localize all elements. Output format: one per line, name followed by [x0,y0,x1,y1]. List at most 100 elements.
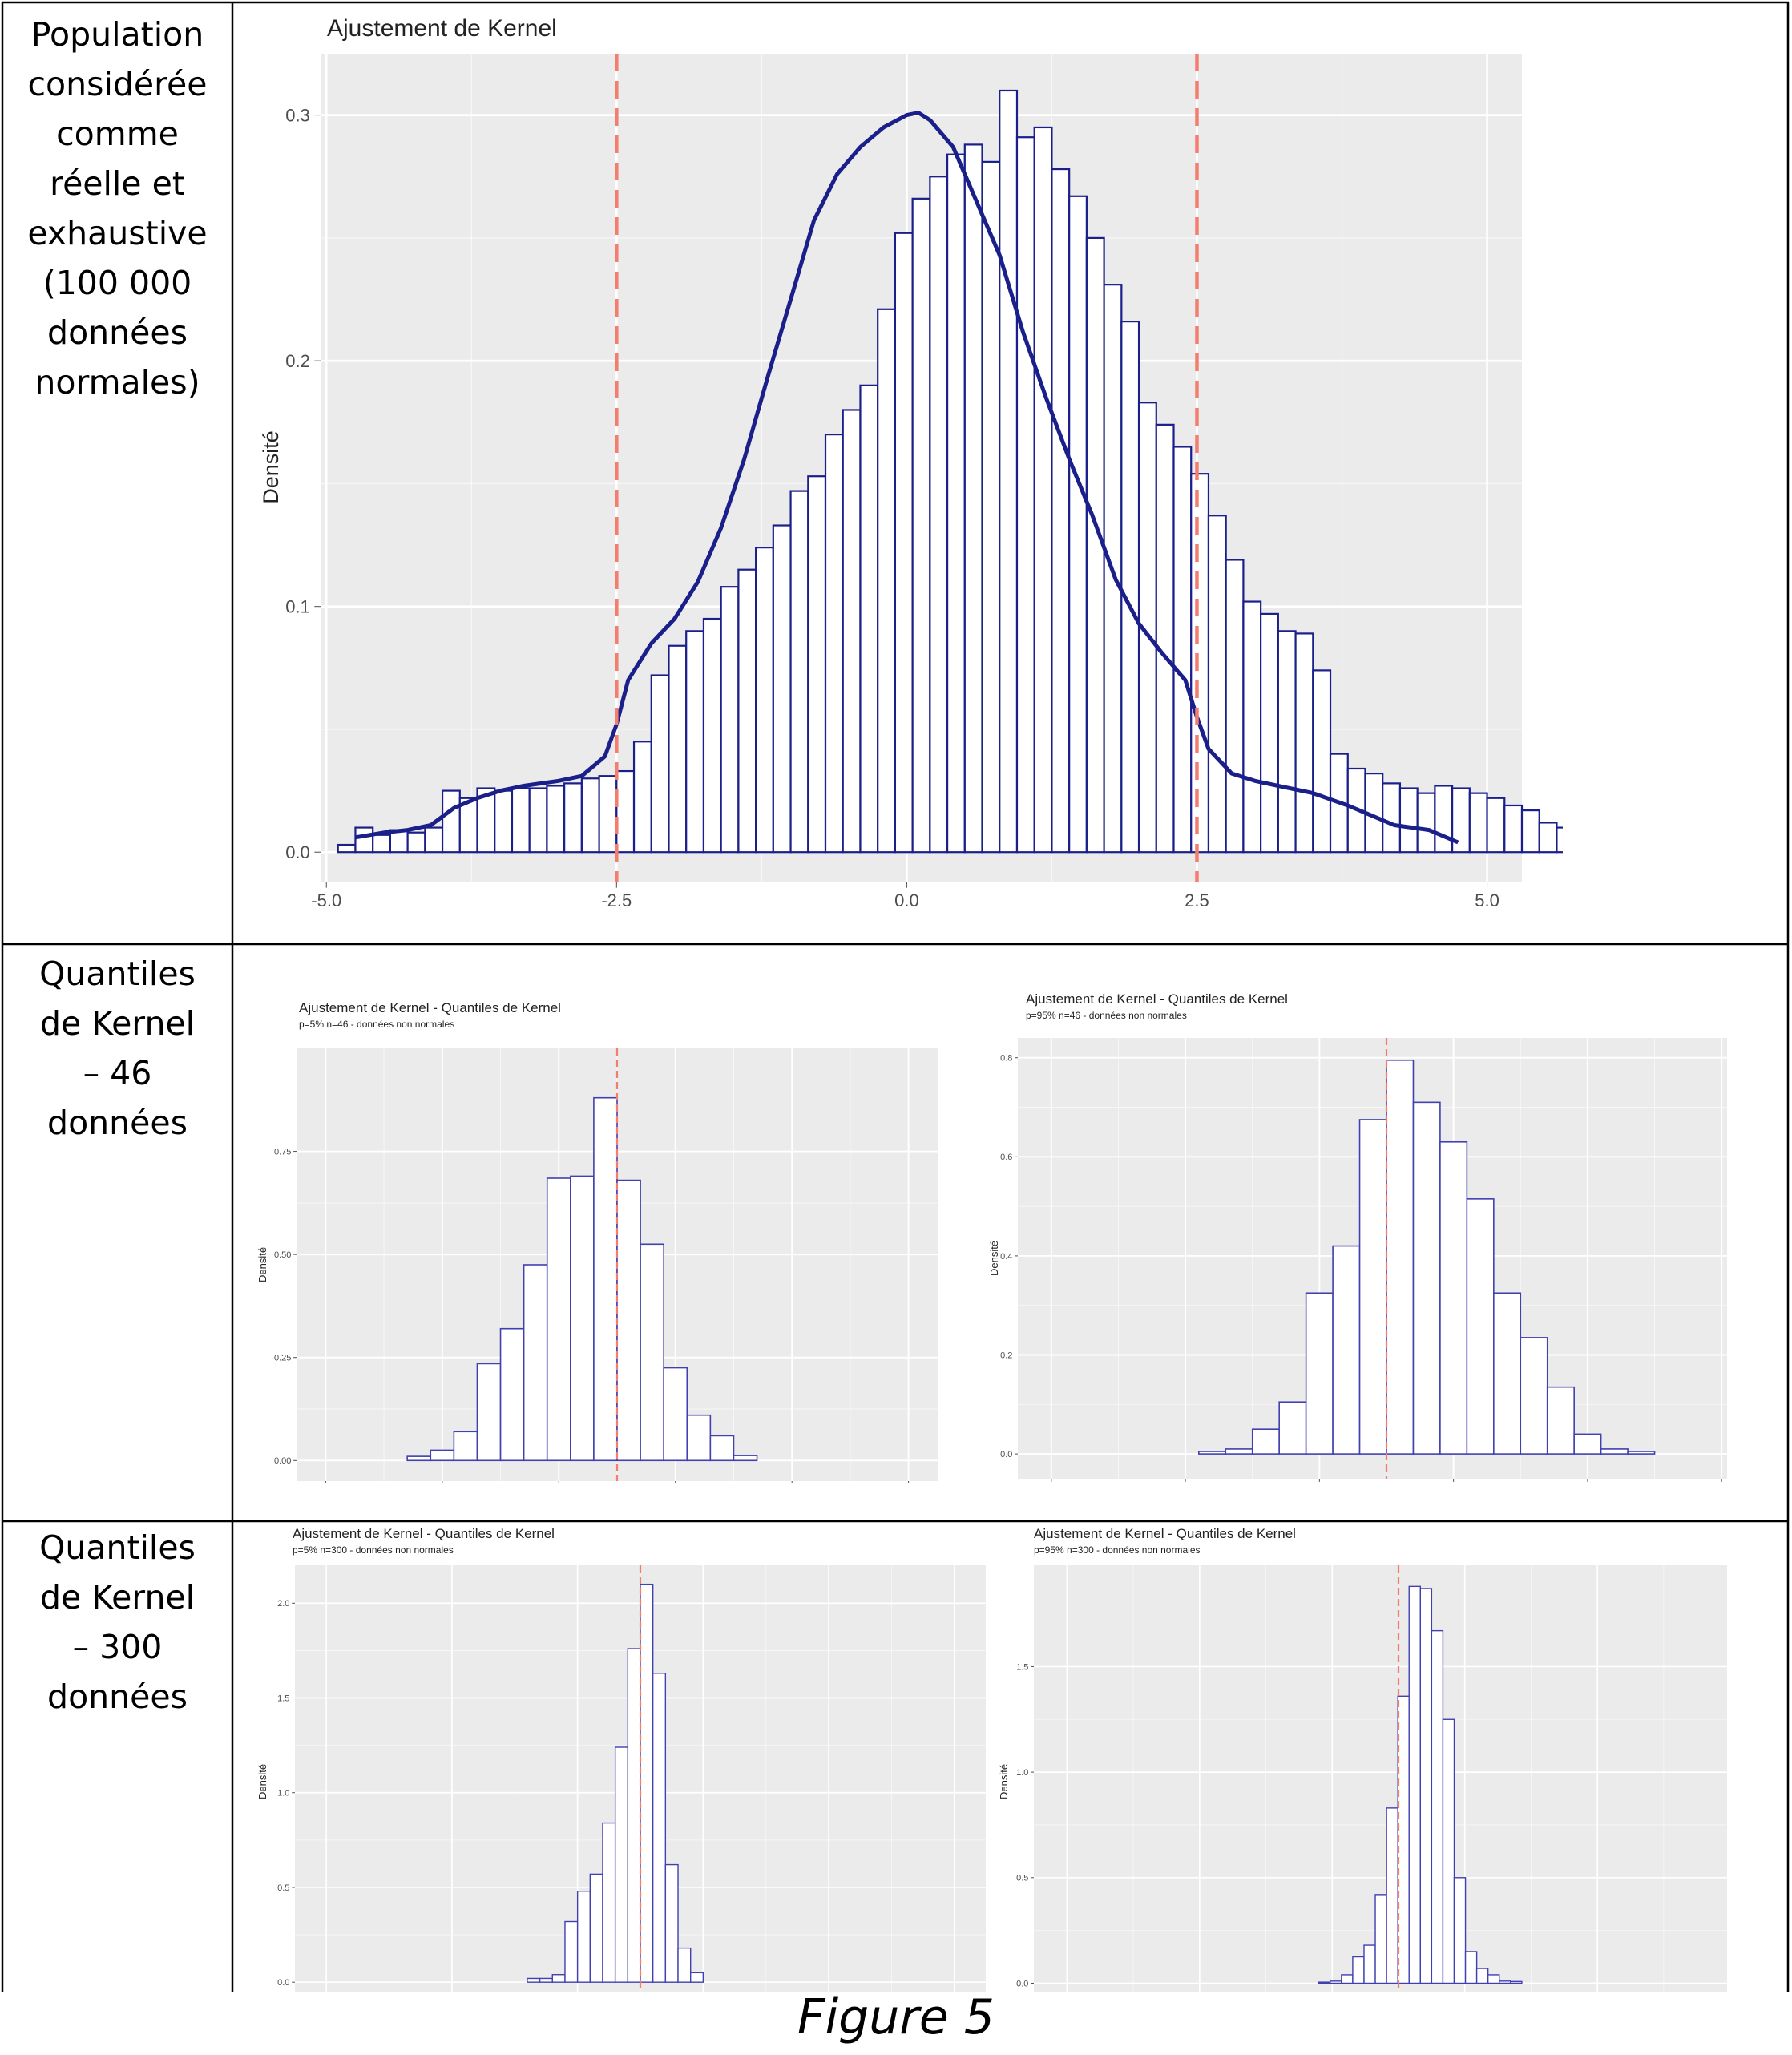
histogram-bar [1520,809,1540,854]
row-label-population: Population considérée comme réelle et ex… [27,15,208,402]
histogram-bar [1051,168,1071,854]
histogram-bar [640,1583,654,1983]
histogram-bar [551,1974,566,1983]
histogram-bar [1431,1629,1444,1984]
histogram-bar [354,826,374,854]
histogram-bar [1015,136,1035,854]
y-tick-label: 0.2 [285,351,310,371]
histogram-bar [576,1890,591,1983]
histogram-bar [528,787,548,854]
histogram-bar [1510,1980,1523,1984]
histogram-bar [1382,782,1402,854]
y-tick-label: 0.4 [1000,1252,1012,1262]
histogram-bar [652,1673,667,1983]
y-axis-label: Densité [256,1764,268,1799]
histogram-bar [1330,1980,1342,1984]
histogram-bar [1155,423,1175,854]
histogram-bar [963,143,983,854]
y-tick-label: 0.75 [274,1147,291,1157]
histogram-bar [430,1449,455,1462]
histogram-bar [1386,1060,1415,1455]
histogram-bar [709,1435,735,1462]
row-label-quantiles-46: Quantiles de Kernel – 46 données [39,955,196,1142]
histogram-bar [1251,1428,1280,1455]
histogram-bar [999,89,1019,854]
histogram-bar [789,490,809,854]
histogram-bar [1198,1451,1227,1455]
histogram-bar [1305,1292,1334,1455]
histogram-bar [1573,1433,1602,1455]
chart-title: Ajustement de Kernel - Quantiles de Kern… [299,1000,561,1015]
histogram-bar [981,160,1001,854]
y-tick-label: 0.00 [274,1456,291,1466]
y-tick-label: 0.5 [1016,1874,1028,1883]
histogram-bar [589,1873,603,1983]
histogram-bar [640,1243,664,1462]
histogram-bar [593,1096,618,1462]
y-axis-label: Densité [256,1247,268,1282]
histogram-bar [523,1264,548,1462]
histogram-bar [616,1179,641,1462]
histogram-bar [1225,1448,1253,1455]
histogram-bar [406,1455,432,1462]
histogram-bar [1556,826,1563,854]
histogram-bar [1294,632,1314,854]
histogram-bar [1260,612,1279,854]
histogram-bar [1068,195,1088,854]
histogram-bar [1493,1292,1522,1455]
histogram-bar [1439,1141,1468,1455]
histogram-bar [824,434,844,854]
histogram-bar [929,176,949,854]
histogram-bar [441,789,461,854]
histogram-bar [1627,1451,1656,1455]
histogram-bar [615,769,636,854]
kernel-density-line [354,111,1459,845]
histogram-bar [737,568,757,854]
histogram-bar [677,1947,692,1983]
histogram-bar [337,843,357,854]
histogram-bar [668,644,688,854]
histogram-bar [1520,1337,1548,1455]
histogram-bar [686,1414,712,1462]
histogram-bar [546,785,566,854]
chart-title: Ajustement de Kernel - Quantiles de Kern… [293,1526,555,1541]
y-axis-label: Densité [988,1241,1000,1276]
histogram-bar [511,787,531,854]
y-tick-label: 1.0 [277,1789,289,1799]
histogram-bar [1332,1245,1361,1455]
histogram-bar [499,1327,525,1462]
histogram-bar [664,1863,679,1983]
x-tick-label: 2.5 [1185,890,1209,910]
histogram-bar [1499,1980,1511,1984]
histogram-bar [424,826,444,854]
histogram-bar [1242,600,1262,854]
chart-title: Ajustement de Kernel [327,15,557,42]
y-tick-label: 0.1 [285,596,310,616]
histogram-bar [877,308,897,854]
histogram-bar [702,617,722,854]
histogram-bar [1190,473,1210,854]
histogram-bar [772,524,792,854]
histogram-bar [406,831,426,854]
histogram-bar [685,630,705,854]
y-tick-label: 0.3 [285,105,310,125]
y-tick-label: 1.5 [277,1694,289,1703]
histogram-bar [1386,1807,1398,1984]
figure-caption: Figure 5 [797,1989,995,2045]
y-axis-label: Densité [259,430,283,504]
histogram-bar [570,1175,595,1462]
histogram-bar [1374,1894,1387,1984]
histogram-bar [476,1363,502,1462]
histogram-bar [580,777,600,854]
histogram-bar [1033,126,1053,854]
histogram-bar [842,409,862,854]
histogram-bar [1408,1585,1422,1984]
histogram-bar [1434,785,1454,854]
histogram-bar [1468,792,1488,854]
histogram-bar [1416,792,1436,854]
y-tick-label: 0.25 [274,1354,291,1363]
quantiles-300-p5-chart: Ajustement de Kernel - Quantiles de Kern… [256,1526,986,1992]
histogram-bar [650,674,670,854]
y-tick-label: 0.2 [1000,1350,1012,1360]
histogram-bar [546,1177,571,1462]
